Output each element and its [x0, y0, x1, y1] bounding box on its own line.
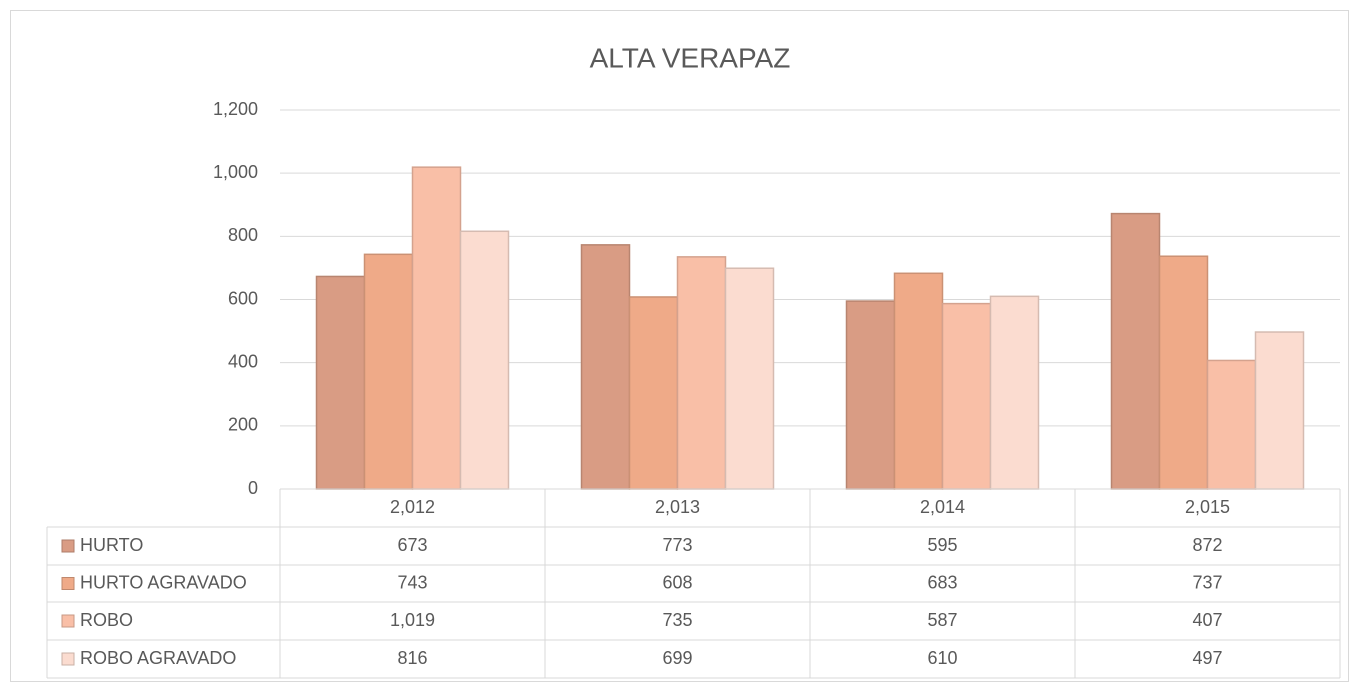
table-value: 1,019 [390, 610, 435, 630]
table-value: 816 [397, 648, 427, 668]
bar [580, 244, 631, 490]
bar [459, 230, 510, 490]
bar [628, 296, 679, 490]
y-tick-label: 200 [228, 415, 258, 435]
y-tick-label: 1,200 [213, 99, 258, 119]
legend-label: ROBO AGRAVADO [80, 648, 236, 668]
y-tick-label: 0 [248, 478, 258, 498]
table-value: 872 [1192, 535, 1222, 555]
chart-title: ALTA VERAPAZ [590, 42, 791, 73]
legend-key [61, 539, 75, 553]
bar [941, 302, 992, 490]
bar [1254, 331, 1305, 490]
legend-label: ROBO [80, 610, 133, 630]
table-value: 587 [927, 610, 957, 630]
bar [893, 272, 944, 490]
y-tick-label: 1,000 [213, 162, 258, 182]
legend-key [61, 614, 75, 628]
table-value: 497 [1192, 648, 1222, 668]
bar [676, 256, 727, 490]
table-value: 595 [927, 535, 957, 555]
y-tick-label: 400 [228, 351, 258, 371]
bar [845, 300, 896, 490]
bar [1110, 212, 1161, 490]
legend-key [61, 652, 75, 666]
x-tick-label: 2,012 [390, 497, 435, 517]
bar [1206, 359, 1257, 490]
x-tick-label: 2,014 [920, 497, 965, 517]
table-value: 610 [927, 648, 957, 668]
bar [1158, 255, 1209, 490]
bar [989, 295, 1040, 490]
table-value: 737 [1192, 572, 1222, 592]
x-tick-label: 2,013 [655, 497, 700, 517]
bar [724, 267, 775, 490]
y-tick-label: 600 [228, 288, 258, 308]
table-value: 735 [662, 610, 692, 630]
bar [315, 275, 366, 490]
bar [411, 166, 462, 490]
table-value: 683 [927, 572, 957, 592]
x-tick-label: 2,015 [1185, 497, 1230, 517]
table-value: 407 [1192, 610, 1222, 630]
legend-label: HURTO [80, 535, 143, 555]
table-value: 743 [397, 572, 427, 592]
table-value: 608 [662, 572, 692, 592]
legend-key [61, 577, 75, 590]
table-value: 699 [662, 648, 692, 668]
y-tick-label: 800 [228, 225, 258, 245]
table-value: 773 [662, 535, 692, 555]
bar [363, 253, 414, 490]
legend-label: HURTO AGRAVADO [80, 572, 247, 592]
table-value: 673 [397, 535, 427, 555]
